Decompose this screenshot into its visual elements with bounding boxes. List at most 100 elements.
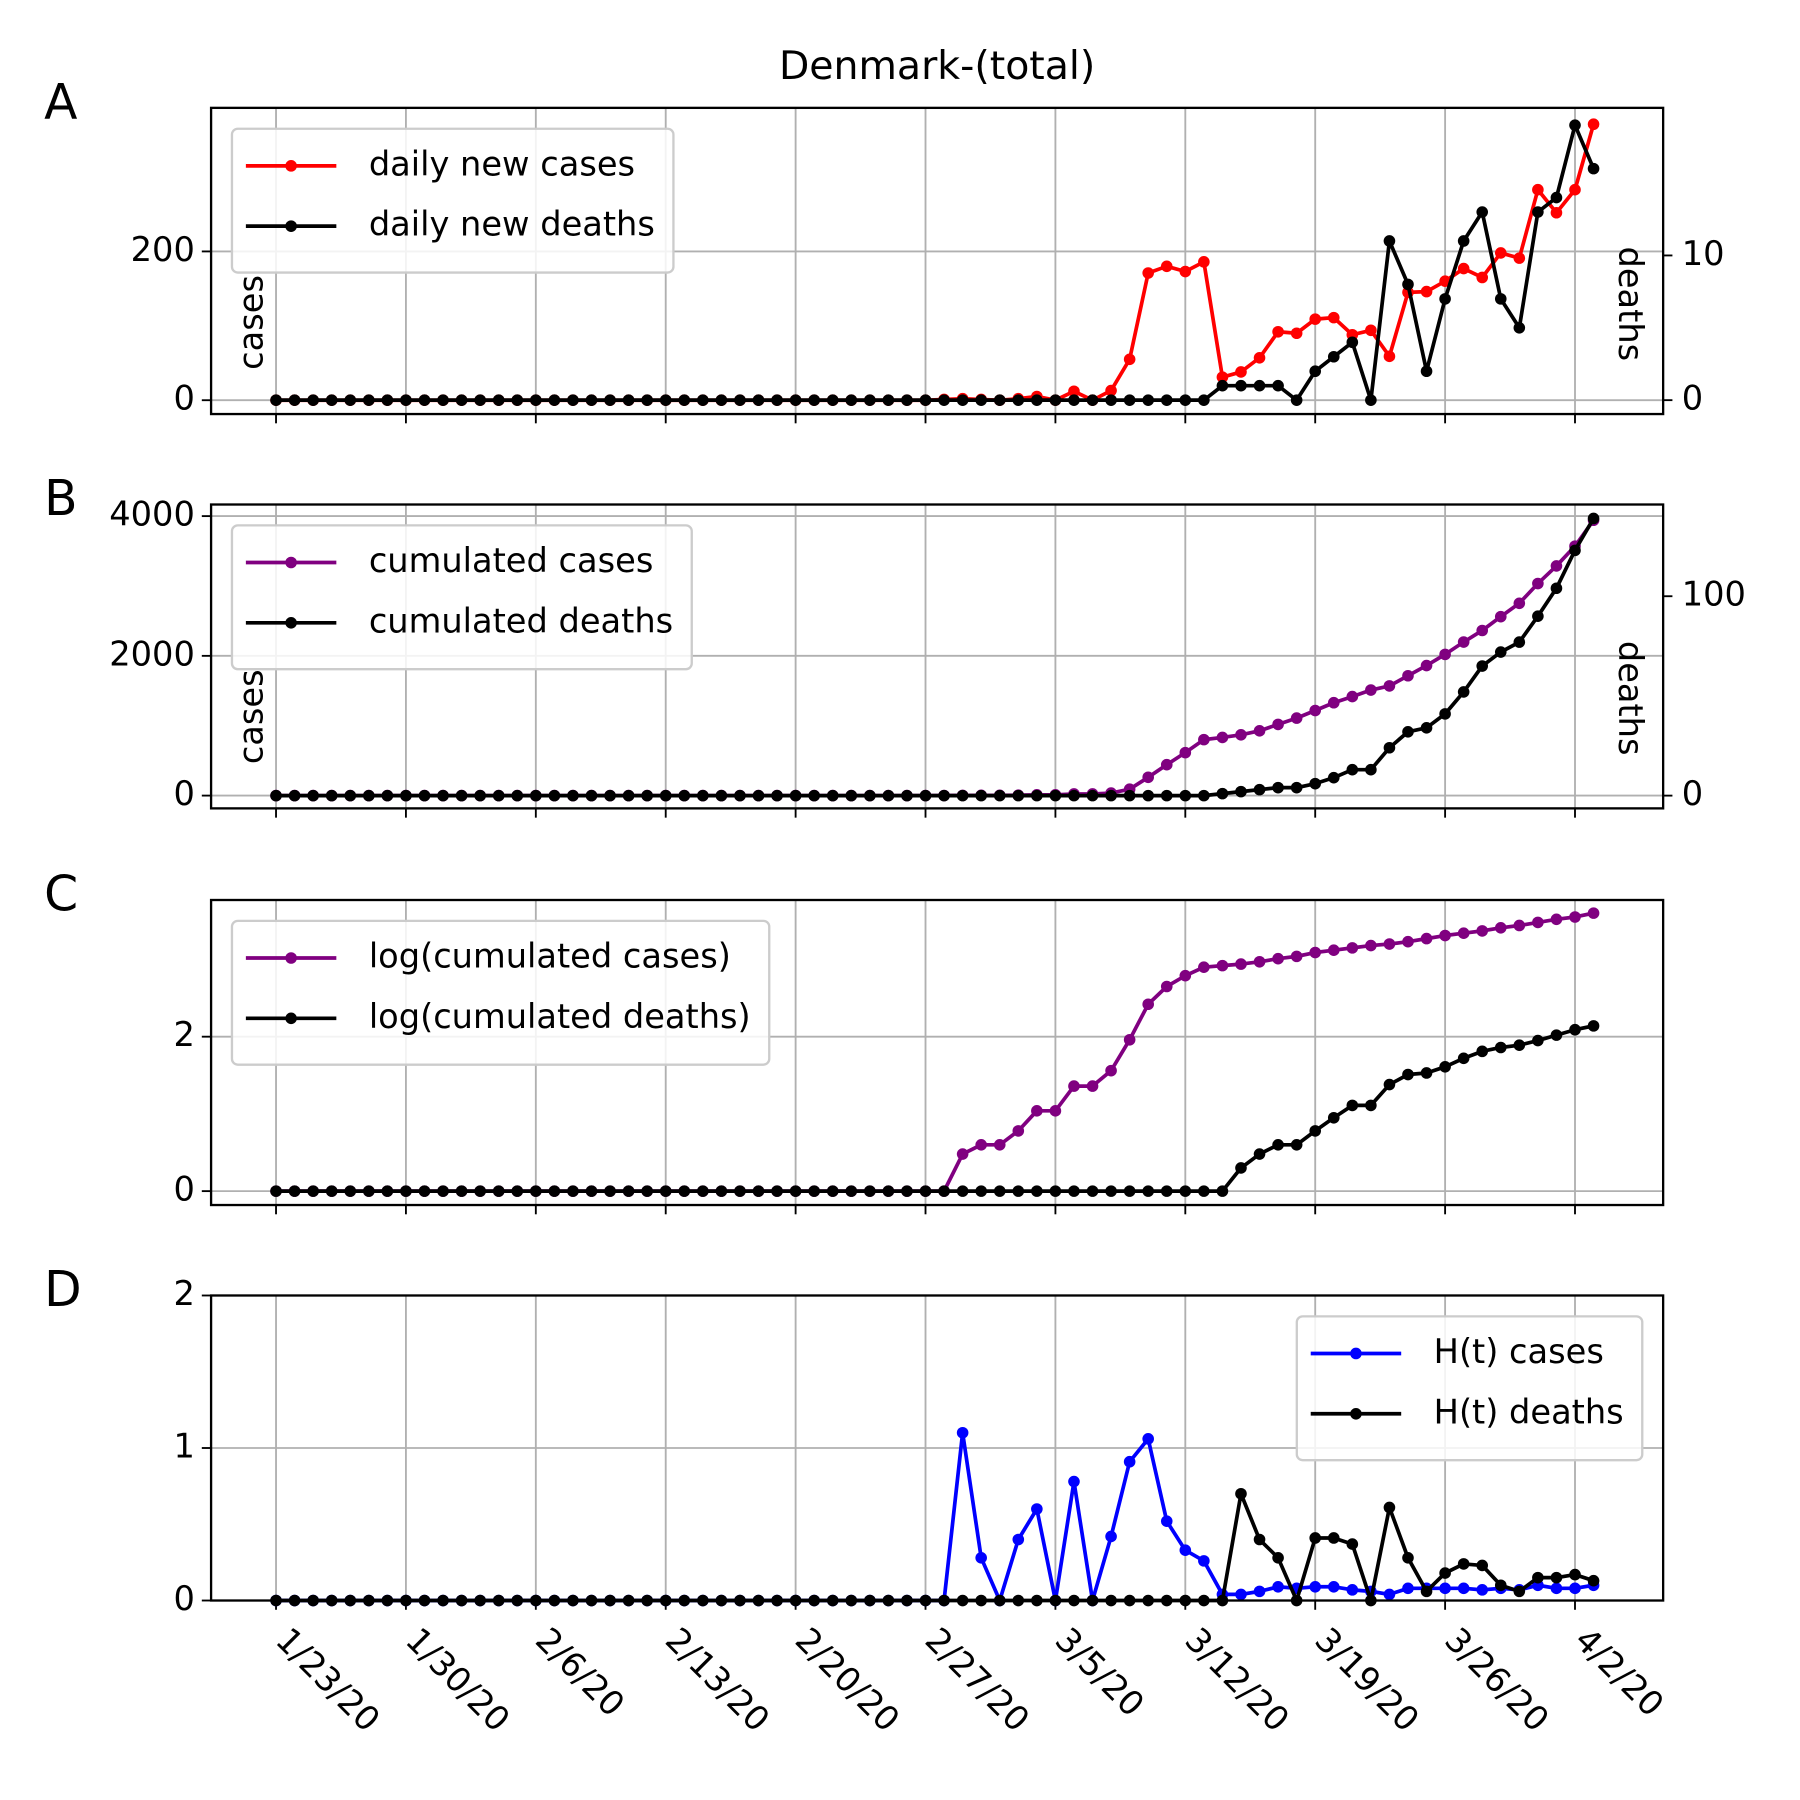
data-point	[1290, 1138, 1303, 1151]
data-point	[975, 394, 987, 406]
data-point	[381, 789, 394, 802]
data-point	[1457, 1582, 1470, 1595]
data-point	[1123, 353, 1136, 366]
data-point	[585, 1185, 598, 1197]
data-point	[511, 1185, 524, 1197]
data-point	[1012, 394, 1025, 406]
data-point	[1253, 955, 1266, 968]
data-point	[1031, 1185, 1043, 1197]
data-point	[418, 789, 431, 802]
data-point	[1179, 789, 1192, 802]
data-point	[604, 1185, 616, 1197]
data-point	[1494, 922, 1507, 934]
data-point	[511, 394, 524, 406]
data-point	[993, 394, 1006, 406]
data-point	[325, 1185, 338, 1197]
data-point	[1235, 958, 1247, 970]
data-point	[474, 789, 486, 802]
data-point	[1513, 636, 1526, 648]
data-point	[381, 394, 394, 406]
data-point	[1235, 1487, 1247, 1500]
data-point	[1494, 610, 1507, 623]
data-point	[1216, 1185, 1229, 1197]
legend: log(cumulated cases) log(cumulated deaths…	[230, 919, 771, 1066]
data-point	[956, 1185, 969, 1197]
data-point	[993, 1185, 1006, 1197]
data-point	[993, 789, 1006, 802]
data-point	[1569, 119, 1581, 132]
legend-marker	[285, 556, 297, 569]
data-point	[734, 1185, 746, 1197]
data-point	[1494, 1041, 1507, 1054]
data-point	[363, 394, 375, 406]
y-tick-label: 0	[173, 1579, 194, 1618]
data-point	[1253, 379, 1266, 392]
data-point	[1086, 789, 1099, 802]
data-point	[1049, 789, 1062, 802]
data-point	[1309, 1580, 1322, 1593]
data-point	[1476, 271, 1489, 284]
data-point	[1439, 1061, 1451, 1073]
data-point	[1550, 1582, 1563, 1595]
data-point	[752, 394, 765, 406]
data-point	[1142, 771, 1154, 784]
data-point	[1068, 1080, 1080, 1092]
data-point	[548, 789, 561, 802]
data-point	[492, 394, 505, 406]
data-point	[1160, 789, 1173, 802]
data-point	[492, 789, 505, 802]
data-point	[1383, 235, 1396, 247]
data-point	[1272, 1580, 1284, 1593]
data-point	[585, 789, 598, 802]
data-point	[1327, 1580, 1340, 1593]
data-point	[1142, 789, 1154, 802]
data-point	[975, 1552, 987, 1564]
data-point	[1327, 1532, 1340, 1544]
data-point	[845, 1185, 858, 1197]
legend-label: H(t) deaths	[1434, 1392, 1624, 1431]
data-point	[548, 1185, 561, 1197]
y-axis-label: cases	[231, 669, 270, 764]
data-point	[789, 1185, 802, 1197]
data-point	[715, 394, 728, 406]
panel-label: C	[44, 867, 78, 923]
data-point	[1587, 512, 1600, 525]
data-point	[1513, 252, 1526, 264]
data-point	[993, 1138, 1006, 1151]
data-point	[1068, 385, 1080, 398]
data-point	[1235, 729, 1247, 741]
data-point	[1309, 704, 1322, 717]
data-point	[344, 394, 357, 406]
data-point	[325, 394, 338, 406]
data-point	[1272, 379, 1284, 392]
data-point	[1123, 1455, 1136, 1468]
data-point	[1309, 946, 1322, 959]
data-point	[1179, 746, 1192, 759]
data-point	[734, 394, 746, 406]
data-point	[1068, 1475, 1080, 1488]
data-point	[715, 1185, 728, 1197]
data-point	[1198, 789, 1210, 802]
data-point	[1253, 352, 1266, 364]
plot-frame	[209, 503, 1665, 810]
data-point	[455, 1185, 468, 1197]
legend-marker	[1350, 1347, 1362, 1360]
y-tick-label: 200	[131, 230, 195, 269]
data-point	[1068, 789, 1080, 802]
data-point	[1420, 365, 1433, 378]
data-point	[1235, 379, 1247, 392]
data-point	[1457, 1558, 1470, 1570]
data-point	[437, 1185, 449, 1197]
data-point	[1198, 256, 1210, 268]
data-point	[1123, 1185, 1136, 1197]
data-point	[1327, 944, 1340, 956]
data-point	[1532, 577, 1544, 590]
data-point	[697, 1185, 709, 1197]
data-point	[678, 1185, 691, 1197]
data-point	[1179, 969, 1192, 982]
data-point	[1346, 1099, 1359, 1112]
data-point	[752, 1185, 765, 1197]
data-point	[1439, 1582, 1451, 1595]
